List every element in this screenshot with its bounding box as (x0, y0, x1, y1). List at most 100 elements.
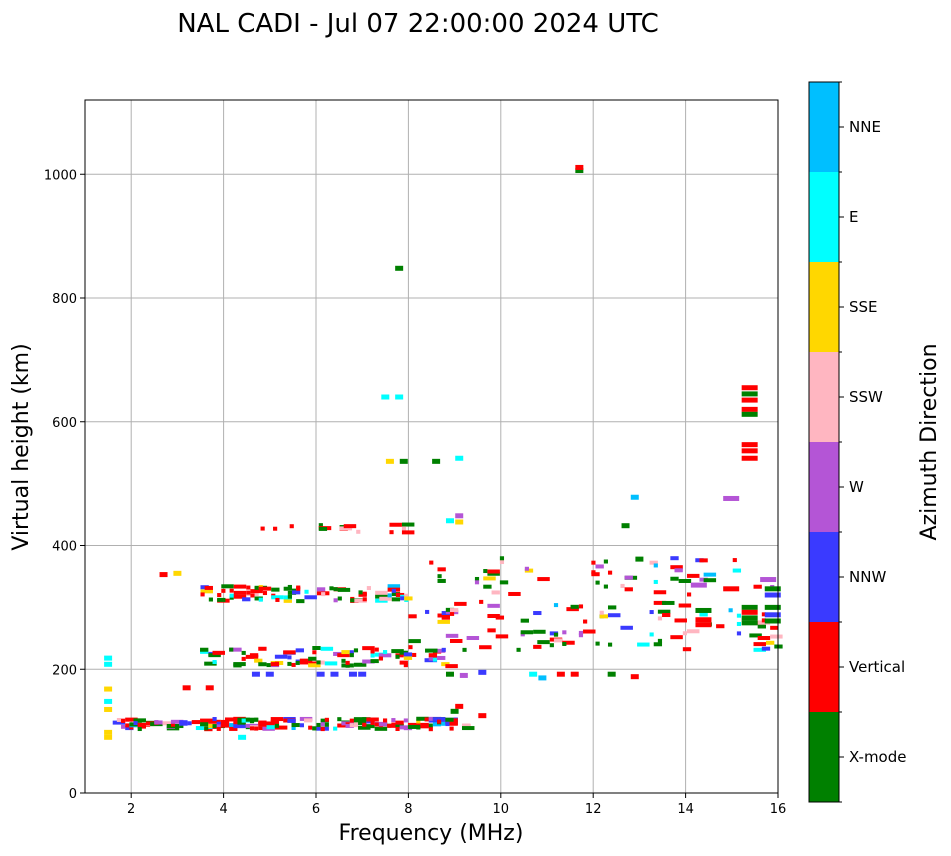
echo-mark (242, 597, 251, 602)
echo-mark (233, 662, 246, 667)
echo-mark (474, 580, 480, 585)
echo-mark (607, 605, 617, 610)
echo-mark (382, 718, 388, 723)
echo-mark (649, 560, 658, 565)
x-tick-label: 8 (404, 802, 412, 817)
echo-mark (241, 650, 246, 655)
echo-mark (170, 722, 176, 727)
echo-mark (299, 723, 304, 728)
echo-point (478, 713, 487, 719)
echo-mark (449, 611, 455, 616)
echo-mark (353, 717, 367, 722)
echo-mark (599, 614, 608, 619)
echo-mark (125, 726, 134, 731)
echo-point (395, 265, 404, 271)
echo-mark (570, 604, 579, 609)
echo-mark (260, 526, 265, 531)
echo-mark (220, 723, 230, 728)
echo-point (265, 671, 274, 677)
colorbar-label: SSE (849, 298, 878, 316)
echo-mark (391, 718, 396, 723)
echo-mark (583, 629, 596, 634)
y-tick-label: 0 (69, 787, 77, 802)
echo-mark (258, 662, 267, 667)
echo-mark (495, 634, 509, 639)
echo-mark (765, 640, 775, 645)
echo-mark (466, 636, 480, 641)
echo-mark (287, 655, 292, 660)
echo-mark (401, 522, 415, 527)
echo-point (741, 397, 758, 403)
colorbar-label: X-mode (849, 748, 906, 766)
echo-mark (341, 650, 350, 655)
echo-mark (578, 633, 584, 638)
echo-point (182, 685, 191, 691)
echo-point (395, 394, 404, 400)
echo-mark (125, 717, 138, 722)
echo-mark (520, 618, 529, 623)
echo-mark (208, 723, 213, 728)
echo-mark (637, 642, 650, 647)
echo-mark (653, 590, 667, 595)
echo-mark (403, 718, 408, 723)
echo-point (723, 495, 740, 501)
echo-mark (761, 646, 771, 651)
colorbar-segment (809, 172, 839, 262)
echo-mark (375, 590, 388, 595)
echo-point (455, 519, 464, 525)
echo-mark (699, 612, 708, 617)
echo-mark (408, 645, 413, 650)
x-axis-label: Frequency (MHz) (339, 821, 524, 846)
echo-mark (270, 720, 280, 725)
echo-point (764, 592, 781, 598)
echo-mark (179, 720, 188, 725)
echo-point (741, 391, 758, 397)
echo-mark (728, 608, 733, 613)
echo-mark (391, 649, 404, 654)
echo-mark (374, 726, 388, 731)
echo-mark (412, 652, 417, 657)
echo-mark (686, 592, 692, 597)
echo-mark (125, 723, 130, 728)
echo-point (741, 442, 758, 448)
echo-point (741, 406, 758, 412)
echo-point (695, 607, 712, 613)
echo-mark (403, 655, 413, 660)
x-tick-label: 16 (770, 802, 787, 817)
echo-mark (391, 597, 401, 602)
echo-mark (283, 598, 292, 603)
echo-mark (241, 656, 246, 661)
echo-mark (653, 563, 658, 568)
echo-mark (404, 596, 413, 601)
echo-mark (429, 560, 434, 565)
echo-point (764, 612, 781, 618)
echo-mark (296, 599, 305, 604)
echo-mark (662, 600, 675, 605)
echo-point (570, 671, 579, 677)
echo-point (764, 604, 781, 610)
colorbar-segment (809, 622, 839, 712)
echo-mark (324, 722, 329, 727)
echo-mark (353, 648, 359, 653)
echo-point (760, 577, 777, 583)
echo-point (348, 671, 357, 677)
echo-mark (304, 589, 309, 594)
echo-point (238, 734, 247, 740)
echo-point (445, 518, 454, 524)
echo-mark (437, 648, 446, 653)
echo-mark (607, 642, 613, 647)
echo-mark (395, 720, 404, 725)
echo-mark (258, 646, 267, 651)
echo-mark (662, 613, 671, 618)
echo-mark (699, 558, 708, 563)
echo-mark (345, 663, 350, 668)
echo-point (556, 671, 565, 677)
echo-mark (753, 584, 762, 589)
echo-mark (624, 587, 633, 592)
echo-mark (389, 530, 394, 535)
echo-mark (270, 717, 284, 722)
echo-mark (657, 616, 663, 621)
echo-mark (208, 719, 221, 724)
echo-mark (487, 613, 500, 618)
echo-mark (221, 588, 226, 593)
